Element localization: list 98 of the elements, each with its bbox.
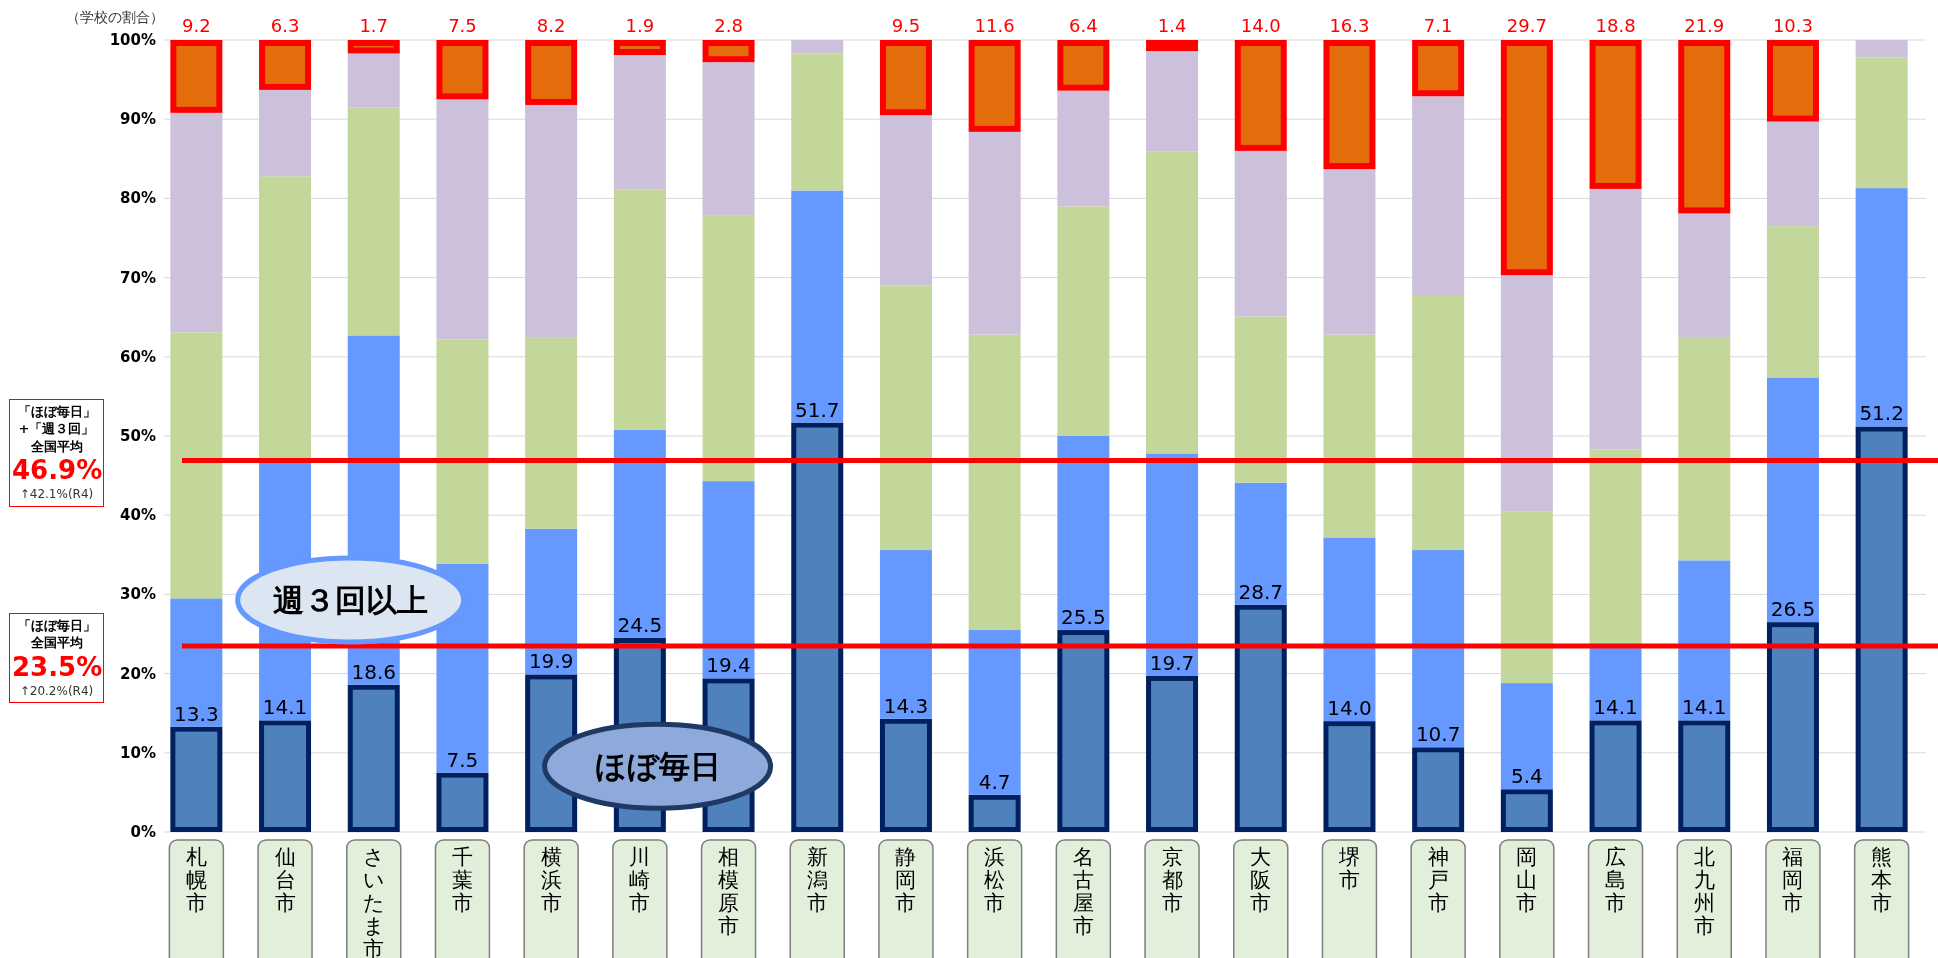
- x-tick-label: 堺市: [1337, 845, 1360, 892]
- data-label: 51.7: [794, 397, 840, 422]
- data-label: 9.2: [182, 15, 211, 36]
- bar: [1500, 511, 1553, 684]
- x-tick-label: 福岡市: [1782, 845, 1804, 915]
- data-label: 51.2: [1859, 401, 1904, 426]
- data-label: 6.4: [1069, 15, 1098, 36]
- data-label: 18.6: [351, 659, 397, 684]
- data-label: 4.7: [978, 769, 1011, 794]
- data-label: 5.4: [1510, 764, 1543, 789]
- x-tick-label: 札幌市: [185, 845, 207, 915]
- data-label: 19.4: [706, 653, 751, 678]
- x-tick-label: 熊本市: [1871, 845, 1893, 915]
- ref-line-label: 46.9%: [12, 455, 103, 487]
- data-label: 6.3: [270, 15, 300, 36]
- x-tick-label: 新潟市: [806, 845, 828, 915]
- text: ↑42.1%(R4): [18, 486, 95, 503]
- data-label: 14.0: [1327, 696, 1372, 721]
- bar: [1678, 337, 1731, 561]
- y-tick-label: 60%: [120, 347, 156, 366]
- bar: [1323, 334, 1376, 538]
- data-label: 26.5: [1770, 597, 1816, 622]
- x-tick-label: 浜松市: [984, 845, 1006, 915]
- data-label: 7.1: [1423, 15, 1453, 36]
- data-label: 14.1: [1681, 695, 1727, 720]
- data-label: 24.5: [617, 612, 663, 637]
- y-tick-label: 10%: [120, 743, 156, 762]
- data-label: 14.1: [1593, 695, 1638, 720]
- x-tick-label: 静岡市: [895, 845, 917, 915]
- text: 「ほぼ毎日」全国平均: [16, 616, 97, 652]
- bar: [170, 332, 223, 599]
- series-label: ほぼ毎日: [594, 748, 721, 785]
- data-label: 1.4: [1157, 15, 1187, 36]
- text: 「ほぼ毎日」+「週３回」全国平均: [16, 402, 97, 456]
- x-tick-label: 北九州市: [1693, 845, 1715, 938]
- data-label: 21.9: [1684, 15, 1725, 36]
- y-tick-label: 70%: [120, 268, 156, 287]
- data-label: 10.3: [1772, 15, 1813, 36]
- x-tick-label: 広島市: [1605, 845, 1627, 915]
- bar: [525, 337, 578, 529]
- bar: [1766, 226, 1819, 378]
- x-tick-label: 仙台市: [274, 845, 296, 915]
- y-axis-title: （学校の割合）: [66, 9, 165, 25]
- y-tick-label: 80%: [120, 189, 156, 208]
- bar: [347, 107, 400, 336]
- data-label: 11.6: [974, 15, 1015, 36]
- bar: [1146, 151, 1199, 454]
- bar: [791, 40, 844, 54]
- bar: [1057, 206, 1110, 436]
- x-tick-label: さいたま市: [362, 845, 385, 958]
- data-label: 14.1: [262, 695, 308, 720]
- x-tick-label: 京都市: [1161, 845, 1183, 915]
- bar: [1855, 40, 1908, 58]
- data-label: 14.3: [883, 693, 929, 718]
- data-label: 7.5: [448, 15, 477, 36]
- bar: [1412, 295, 1465, 551]
- y-tick-label: 0%: [130, 823, 156, 841]
- bar: [436, 339, 489, 564]
- x-tick-label: 大阪市: [1250, 845, 1272, 915]
- data-label: 9.5: [891, 15, 921, 36]
- data-label: 29.7: [1506, 15, 1547, 36]
- bar: [879, 285, 932, 551]
- data-label: 1.9: [625, 15, 655, 36]
- y-tick-label: 20%: [120, 664, 156, 683]
- ref-line-label: 23.5%: [12, 651, 103, 684]
- data-label: 1.7: [359, 15, 389, 36]
- data-label: 14.0: [1240, 15, 1281, 36]
- data-label: 25.5: [1061, 605, 1106, 630]
- y-tick-label: 40%: [120, 506, 156, 525]
- data-label: 16.3: [1329, 15, 1370, 36]
- bar: [968, 334, 1021, 631]
- x-tick-label: 岡山市: [1516, 845, 1538, 915]
- bar: [1234, 316, 1287, 483]
- y-tick-label: 90%: [120, 110, 156, 129]
- bar: [702, 215, 755, 482]
- data-label: 18.8: [1595, 15, 1636, 36]
- y-tick-label: 100%: [109, 31, 156, 49]
- bar: [1855, 57, 1908, 189]
- data-label: 19.9: [528, 649, 574, 674]
- bar: [791, 53, 844, 191]
- data-label: 10.7: [1415, 722, 1461, 747]
- x-tick-label: 横浜市: [540, 845, 562, 915]
- text: ↑20.2%(R4): [18, 683, 95, 700]
- data-label: 19.7: [1149, 650, 1195, 675]
- x-tick-label: 川崎市: [629, 845, 651, 915]
- x-tick-label: 千葉市: [451, 845, 473, 915]
- data-label: 13.3: [174, 701, 219, 726]
- bar: [613, 189, 666, 430]
- data-label: 2.8: [714, 15, 743, 36]
- data-label: 8.2: [536, 15, 566, 36]
- series-label: 週３回以上: [273, 581, 429, 618]
- data-label: 7.5: [446, 747, 479, 772]
- data-label: 28.7: [1238, 579, 1284, 604]
- y-tick-label: 50%: [120, 427, 156, 445]
- x-tick-label: 名古屋市: [1072, 845, 1094, 938]
- x-tick-label: 神戸市: [1427, 845, 1449, 915]
- y-tick-label: 30%: [120, 585, 156, 604]
- x-tick-label: 相模原市: [718, 845, 740, 938]
